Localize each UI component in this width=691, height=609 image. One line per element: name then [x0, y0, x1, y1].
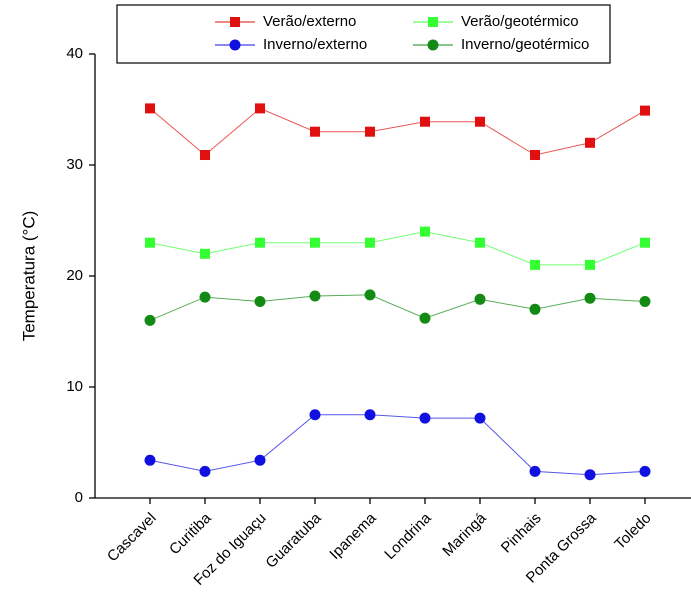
y-tick-label: 40: [66, 45, 83, 62]
marker: [640, 237, 650, 248]
x-tick-label: Pinhais: [498, 510, 545, 557]
legend-label: Inverno/geotérmico: [461, 36, 589, 53]
marker: [144, 454, 156, 466]
marker: [200, 150, 210, 161]
marker: [254, 454, 266, 466]
marker: [474, 293, 486, 305]
marker: [365, 237, 375, 248]
legend-marker: [230, 17, 240, 27]
y-tick-label: 20: [66, 267, 83, 284]
marker: [529, 465, 541, 477]
marker: [529, 303, 541, 315]
marker: [255, 237, 265, 248]
y-axis-label: Temperatura (°C): [19, 211, 38, 342]
legend-label: Verão/externo: [263, 13, 356, 30]
legend-marker: [428, 17, 438, 27]
marker: [310, 237, 320, 248]
x-tick-label: Guaratuba: [262, 509, 325, 572]
marker: [145, 103, 155, 114]
marker: [584, 469, 596, 481]
marker: [419, 412, 431, 424]
x-tick-label: Cascavel: [104, 510, 160, 566]
marker: [145, 237, 155, 248]
marker: [585, 259, 595, 270]
marker: [420, 226, 430, 237]
marker: [639, 465, 651, 477]
legend-marker: [427, 39, 439, 51]
legend-marker: [229, 39, 241, 51]
x-tick-label: Maringá: [439, 509, 490, 560]
x-tick-label: Londrina: [381, 509, 435, 563]
marker: [200, 248, 210, 259]
y-tick-label: 0: [75, 489, 83, 506]
marker: [199, 291, 211, 303]
marker: [144, 314, 156, 326]
y-tick-label: 10: [66, 378, 83, 395]
legend-label: Verão/geotérmico: [461, 13, 579, 30]
x-tick-label: Curitiba: [166, 509, 215, 558]
x-tick-label: Ipanema: [326, 509, 380, 563]
marker: [254, 296, 266, 308]
marker: [309, 409, 321, 421]
x-tick-label: Toledo: [611, 510, 654, 553]
series-line: [149, 414, 646, 476]
y-tick-label: 30: [66, 156, 83, 173]
series-line: [149, 294, 646, 321]
marker: [199, 465, 211, 477]
series-line: [149, 107, 646, 156]
marker: [310, 126, 320, 137]
marker: [309, 290, 321, 302]
marker: [640, 105, 650, 116]
legend-label: Inverno/externo: [263, 36, 367, 53]
marker: [255, 103, 265, 114]
marker: [420, 116, 430, 127]
marker: [530, 259, 540, 270]
marker: [475, 237, 485, 248]
series-line: [149, 231, 646, 266]
marker: [639, 296, 651, 308]
marker: [364, 409, 376, 421]
legend-box: [116, 4, 611, 64]
marker: [474, 412, 486, 424]
marker: [530, 150, 540, 161]
marker: [365, 126, 375, 137]
marker: [585, 137, 595, 148]
marker: [475, 116, 485, 127]
marker: [364, 289, 376, 301]
marker: [419, 312, 431, 324]
marker: [584, 292, 596, 304]
